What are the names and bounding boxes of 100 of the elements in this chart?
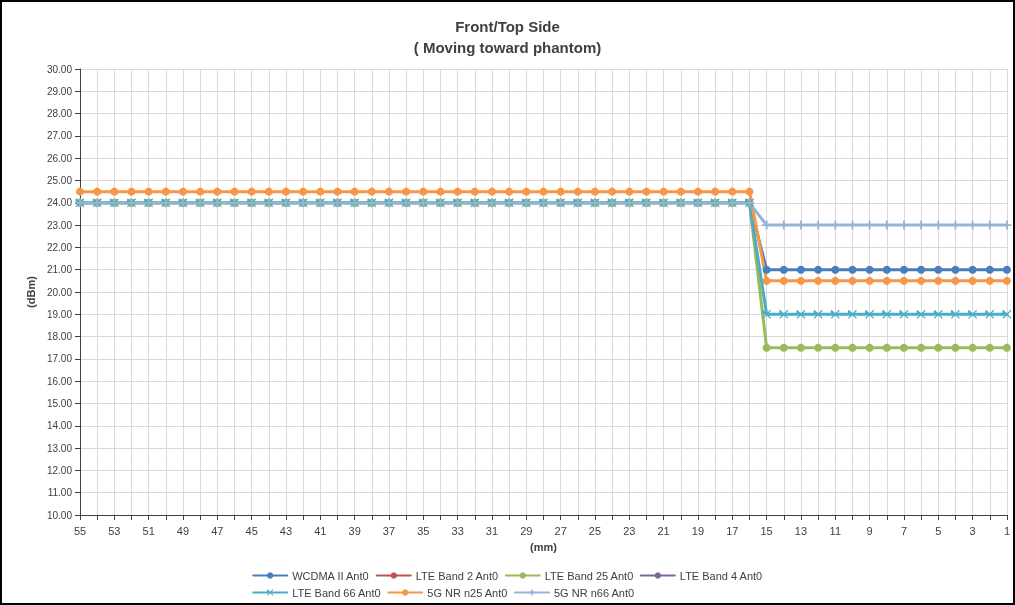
- point: [1002, 309, 1012, 319]
- point: [384, 187, 393, 196]
- x-tick-label: 53: [108, 524, 121, 537]
- point: [796, 309, 806, 319]
- point: [402, 187, 411, 196]
- point: [968, 343, 977, 352]
- point: [899, 276, 908, 285]
- point: [333, 187, 342, 196]
- point: [796, 265, 805, 274]
- point: [814, 265, 823, 274]
- point: [779, 265, 788, 274]
- point: [711, 187, 720, 196]
- x-tick-label: 51: [142, 524, 155, 537]
- point: [951, 265, 960, 274]
- y-tick-label: 17.00: [46, 353, 73, 365]
- point: [848, 276, 857, 285]
- point: [882, 309, 892, 319]
- y-tick-label: 27.00: [46, 130, 73, 142]
- x-tick-label: 49: [176, 524, 190, 537]
- x-tick-label: 5: [935, 524, 942, 537]
- point: [676, 187, 685, 196]
- point: [93, 187, 102, 196]
- point: [1002, 276, 1011, 285]
- point: [865, 276, 874, 285]
- point: [847, 309, 857, 319]
- point: [144, 187, 153, 196]
- x-tick-label: 7: [900, 524, 908, 537]
- point: [985, 343, 994, 352]
- point: [882, 265, 891, 274]
- point: [934, 276, 943, 285]
- point: [831, 276, 840, 285]
- x-tick-label: 43: [279, 524, 293, 537]
- point: [487, 187, 496, 196]
- point: [470, 187, 479, 196]
- point: [968, 276, 977, 285]
- legend-label: 5G NR n25 Ant0: [427, 586, 508, 599]
- y-tick-label: 25.00: [46, 175, 73, 186]
- point: [899, 265, 908, 274]
- point: [951, 276, 960, 285]
- y-tick-label: 11.00: [47, 487, 73, 499]
- legend-label: LTE Band 4 Ant0: [679, 569, 763, 582]
- point: [831, 343, 840, 352]
- point: [213, 187, 222, 196]
- point: [573, 187, 582, 196]
- point: [1002, 265, 1011, 274]
- point: [762, 276, 771, 285]
- point: [728, 187, 737, 196]
- point: [590, 187, 599, 196]
- y-tick-label: 15.00: [46, 398, 73, 409]
- x-tick-label: 15: [760, 524, 773, 537]
- point: [161, 187, 170, 196]
- y-tick-label: 12.00: [46, 464, 73, 476]
- point: [917, 265, 926, 274]
- point: [642, 187, 651, 196]
- x-tick-label: 45: [245, 524, 258, 537]
- point: [779, 276, 788, 285]
- y-tick-label: 13.00: [46, 442, 73, 454]
- legend-label: 5G NR n66 Ant0: [553, 586, 635, 599]
- point: [899, 309, 909, 319]
- y-tick-label: 21.00: [46, 264, 73, 276]
- point: [762, 309, 772, 319]
- chart-subtitle: ( Moving toward phantom): [413, 39, 602, 56]
- x-tick-label: 17: [726, 524, 739, 537]
- x-tick-label: 37: [382, 524, 396, 537]
- point: [796, 276, 805, 285]
- point: [831, 265, 840, 274]
- point: [419, 187, 428, 196]
- y-tick-label: 10.00: [46, 509, 73, 521]
- point: [316, 187, 325, 196]
- point: [522, 187, 531, 196]
- x-tick-label: 23: [623, 524, 636, 537]
- point: [865, 343, 874, 352]
- point: [814, 276, 823, 285]
- point: [179, 187, 187, 196]
- point: [848, 265, 857, 274]
- point: [1002, 343, 1011, 352]
- x-tick-label: 47: [211, 524, 224, 537]
- point: [127, 187, 136, 196]
- y-tick-label: 29.00: [46, 85, 73, 97]
- point: [985, 276, 994, 285]
- point: [230, 187, 239, 196]
- point: [950, 309, 960, 319]
- point: [968, 265, 977, 274]
- x-tick-label: 11: [829, 524, 841, 537]
- point: [916, 309, 926, 319]
- point: [505, 187, 514, 196]
- point: [848, 343, 857, 352]
- x-tick-label: 19: [691, 524, 705, 537]
- point: [659, 187, 668, 196]
- x-tick-label: 3: [969, 524, 976, 537]
- point: [813, 309, 823, 319]
- y-tick-label: 22.00: [46, 241, 73, 253]
- x-tick-label: 13: [794, 524, 808, 537]
- legend-label: LTE Band 2 Ant0: [415, 569, 499, 582]
- x-tick-label: 29: [520, 524, 533, 537]
- point: [865, 265, 874, 274]
- y-tick-label: 18.00: [46, 331, 73, 343]
- x-tick-label: 55: [73, 524, 87, 537]
- point: [110, 187, 119, 196]
- y-tick-label: 26.00: [46, 152, 73, 164]
